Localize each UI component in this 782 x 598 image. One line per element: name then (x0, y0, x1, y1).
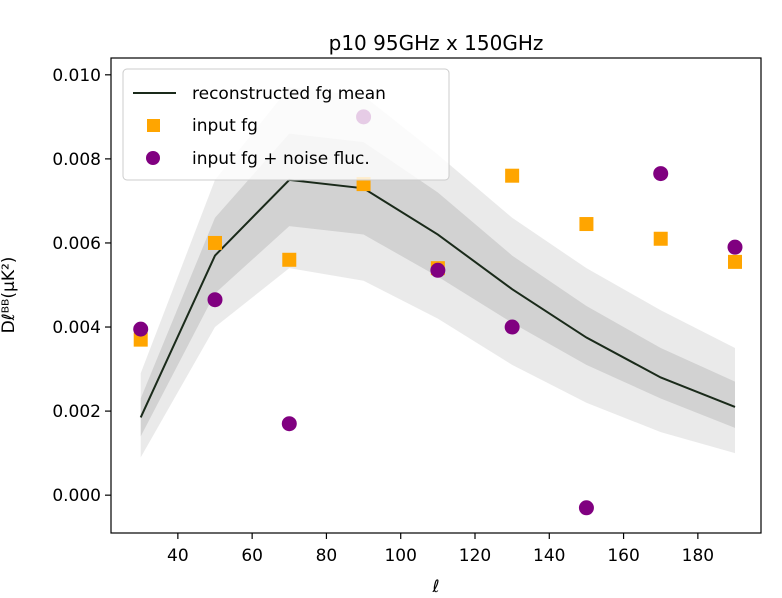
x-tick-label: 80 (316, 546, 338, 566)
x-axis: 40 60 80 100 120 140 160 180 (167, 533, 714, 566)
input-fg-point (356, 177, 371, 192)
input-fg-point (133, 332, 148, 347)
legend: reconstructed fg mean input fg input fg … (122, 68, 450, 181)
noise-fluc-point (504, 319, 520, 335)
y-tick-label: 0.000 (52, 486, 101, 506)
y-axis-label: Dℓᴮᴮ(μK²) (0, 257, 19, 334)
x-tick-label: 160 (607, 546, 639, 566)
legend-square-marker (147, 119, 160, 132)
noise-fluc-point (727, 239, 743, 255)
x-tick-label: 180 (682, 546, 714, 566)
mean-line (139, 178, 736, 418)
input-fg-point (579, 217, 594, 232)
y-tick-label: 0.008 (52, 150, 101, 170)
x-tick-label: 120 (459, 546, 491, 566)
y-tick-label: 0.004 (52, 318, 101, 338)
noise-fluc-point (133, 321, 149, 337)
noise-fluc-point (207, 292, 223, 308)
legend-label-noise: input fg + noise fluc. (192, 149, 370, 169)
noise-fluc-point (430, 262, 446, 278)
y-tick-label: 0.002 (52, 402, 101, 422)
input-fg-point (653, 231, 668, 246)
chart-title: p10 95GHz x 150GHz (329, 31, 544, 55)
band-1sigma (140, 133, 735, 437)
noise-fluc-point (281, 416, 297, 432)
input-fg-point (208, 235, 222, 250)
x-tick-label: 140 (533, 546, 565, 566)
noise-fluc-point (578, 500, 594, 516)
y-tick-label: 0.006 (52, 234, 101, 254)
input-fg-point (505, 168, 520, 183)
plot-frame (110, 57, 762, 534)
x-axis-label: ℓ (431, 577, 439, 597)
legend-label-mean: reconstructed fg mean (192, 84, 386, 104)
x-tick-label: 40 (167, 546, 189, 566)
y-tick-label: 0.010 (52, 66, 101, 86)
input-fg-point (728, 254, 742, 269)
y-axis: 0.000 0.002 0.004 0.006 0.008 0.010 (52, 66, 111, 506)
noise-fluc-point (653, 166, 669, 182)
x-tick-label: 60 (241, 546, 263, 566)
legend-circle-marker (146, 151, 160, 165)
legend-box (122, 68, 450, 181)
x-tick-label: 100 (384, 546, 416, 566)
legend-label-input: input fg (192, 116, 258, 136)
input-fg-point (282, 252, 297, 267)
